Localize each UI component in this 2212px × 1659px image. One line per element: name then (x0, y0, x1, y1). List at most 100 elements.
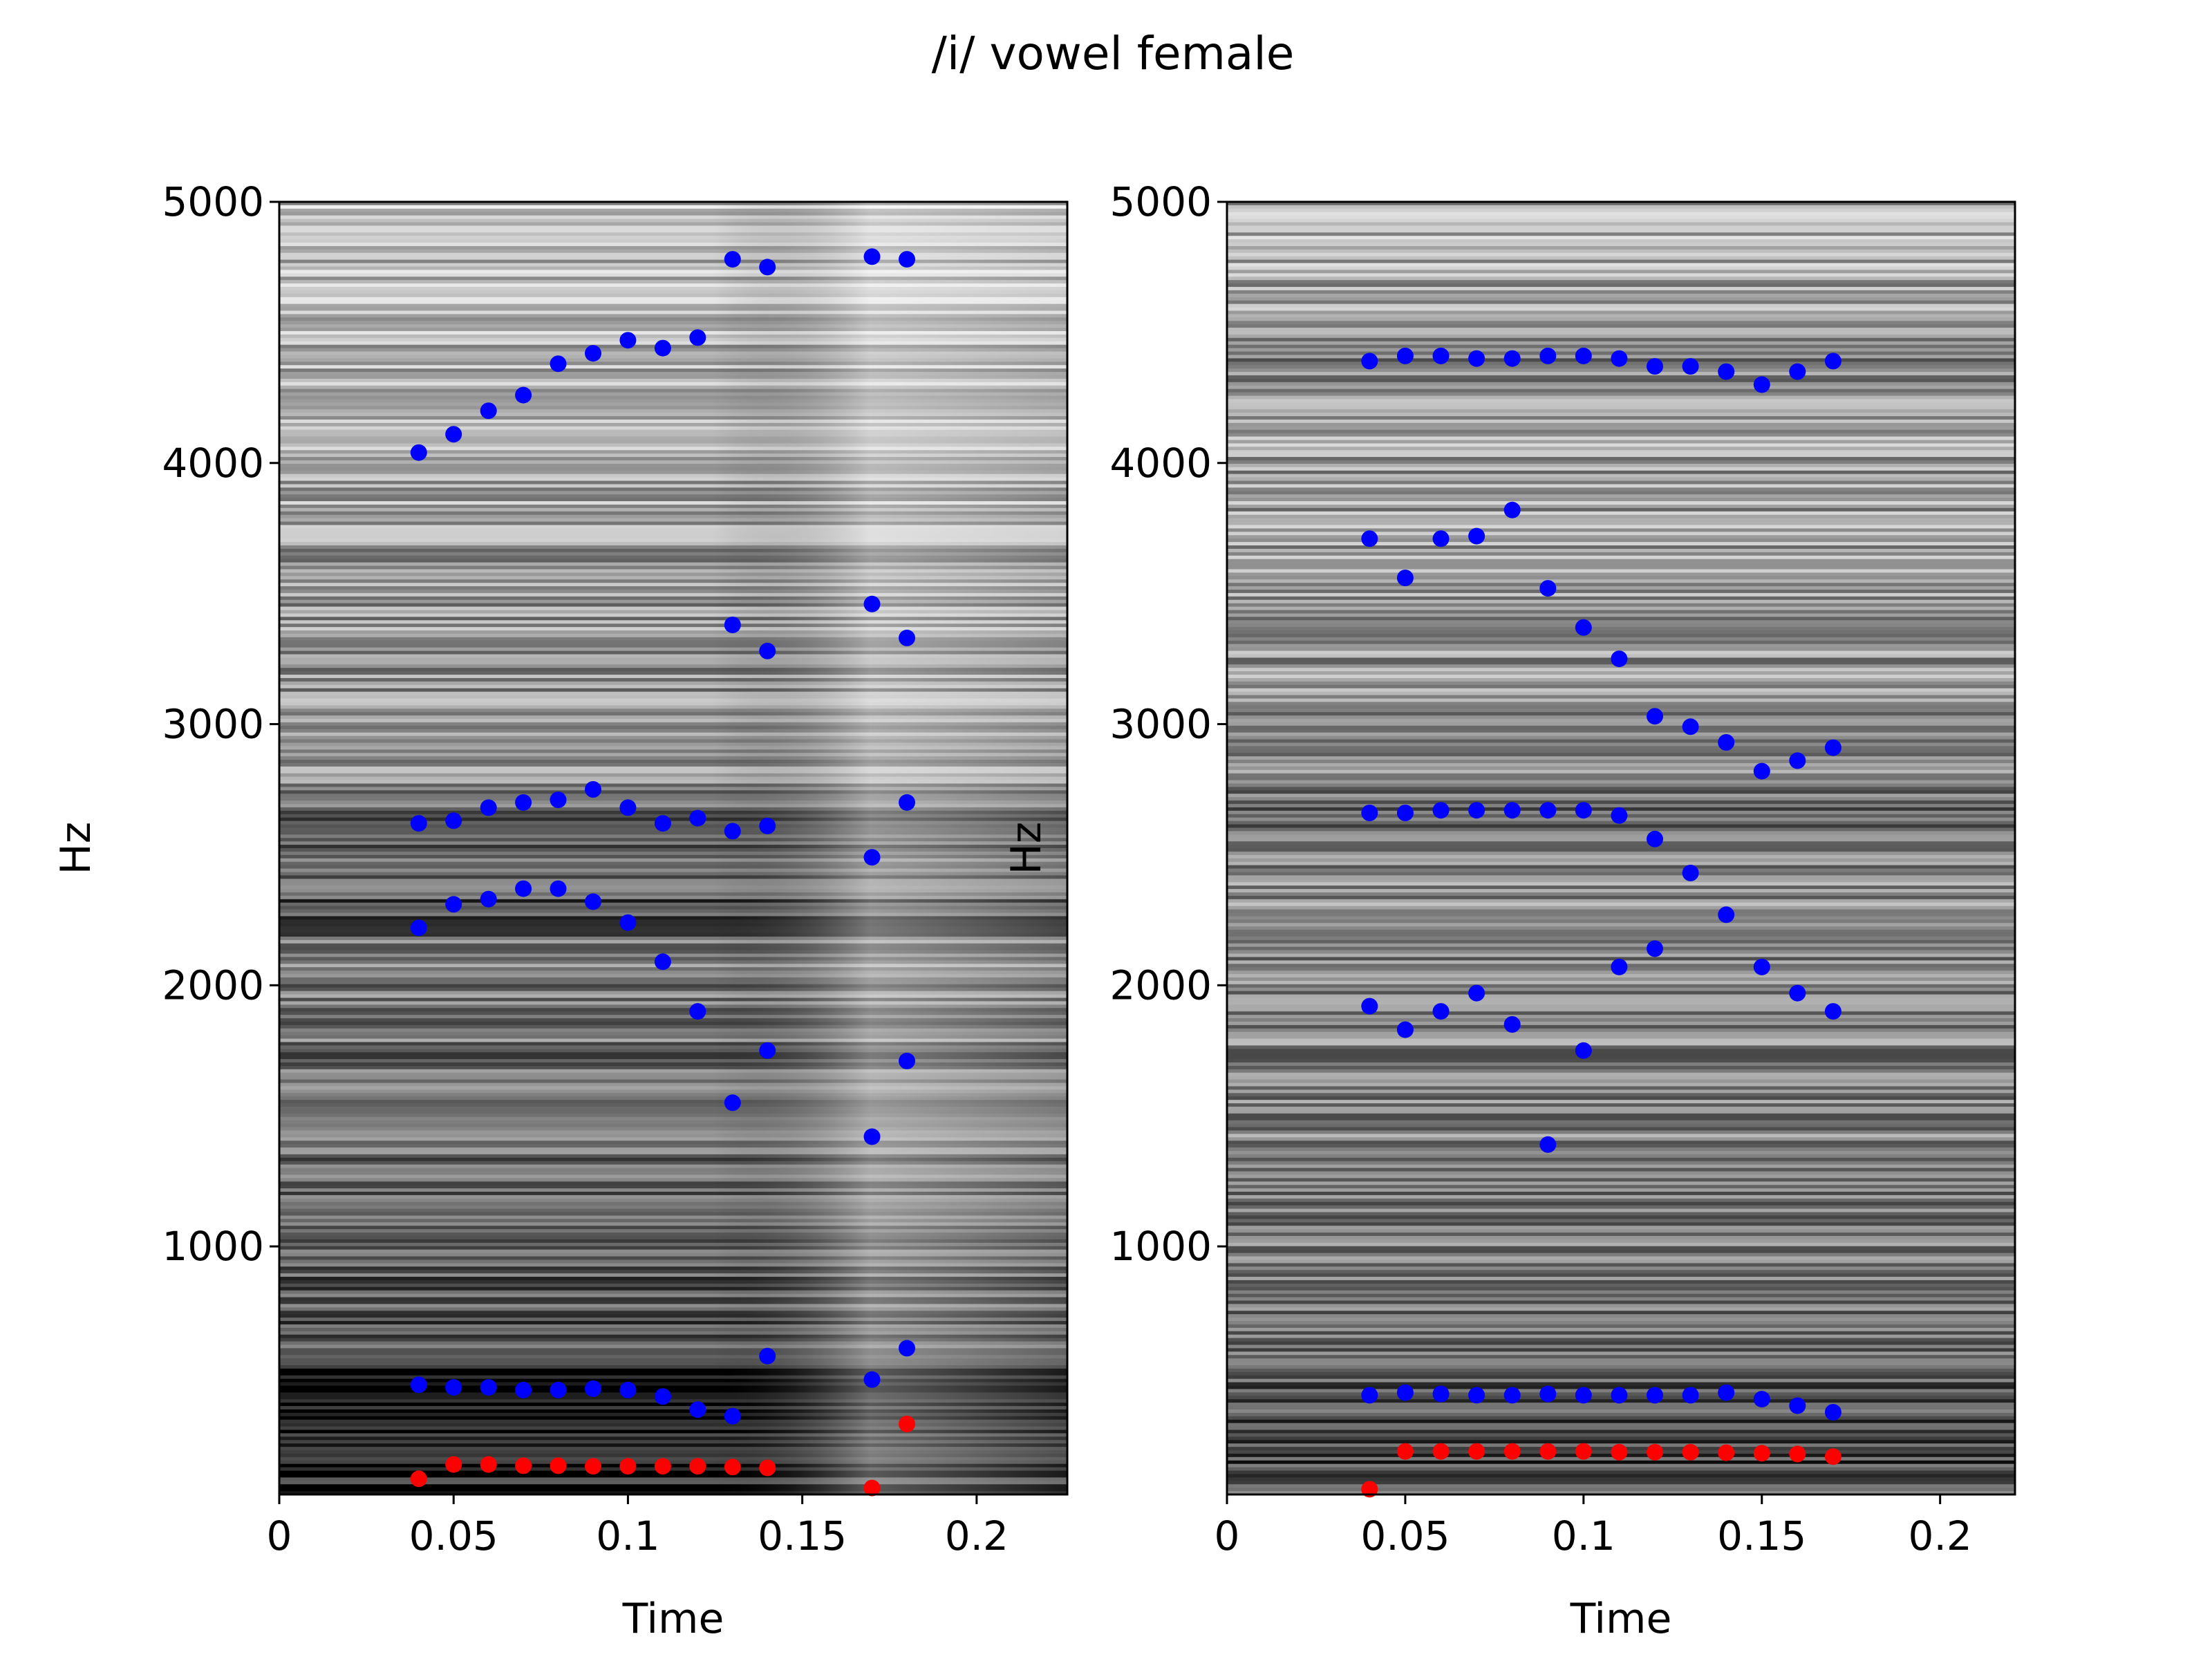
spectrogram-row (1227, 1205, 2015, 1210)
x-axis-label: Time (622, 1595, 724, 1643)
spectrogram-row (1227, 1021, 2015, 1026)
f0-point (759, 1459, 776, 1477)
spectrogram-row (1227, 1314, 2015, 1318)
spectrogram-row (1227, 868, 2015, 873)
y-tick-label: 2000 (162, 962, 264, 1009)
spectrogram-row (1227, 946, 2015, 951)
f0-point (1611, 1443, 1628, 1461)
formant-point (585, 893, 601, 910)
spectrogram-row (1227, 1161, 2015, 1165)
spectrogram-row (1227, 409, 2015, 413)
formant-point (863, 1371, 881, 1388)
x-tick-label: 0.05 (409, 1512, 498, 1559)
spectrogram-row (1227, 933, 2015, 937)
spectrogram-row (1227, 1307, 2015, 1311)
y-tick-label: 2000 (1109, 962, 1212, 1009)
spectrogram-row (1227, 1127, 2015, 1132)
spectrogram-row (1227, 552, 2015, 556)
spectrogram-row (1227, 491, 2015, 495)
spectrogram-row (1227, 620, 2015, 624)
spectrogram-row (1227, 1286, 2015, 1291)
x-axis-label: Time (1570, 1595, 1672, 1643)
spectrogram-row (1227, 1365, 2015, 1369)
spectrogram-row (1227, 1433, 2015, 1437)
spectrogram-row (1227, 236, 2015, 240)
formant-point (899, 1052, 915, 1069)
spectrogram-row (1227, 419, 2015, 424)
formant-point (445, 812, 462, 830)
formant-point (1503, 501, 1521, 518)
spectrogram-row (1227, 239, 2015, 243)
spectrogram-row (1227, 848, 2015, 852)
spectrogram-row (1227, 889, 2015, 893)
y-axis-label: Hz (52, 822, 100, 875)
formant-point (1432, 347, 1450, 364)
spectrogram-row (1227, 1109, 2015, 1114)
formant-point (759, 642, 776, 659)
spectrogram-row (1227, 1324, 2015, 1329)
spectrogram-row (1227, 501, 2015, 505)
spectrogram-row (1227, 613, 2015, 617)
formant-point (619, 914, 637, 931)
formant-point (689, 1003, 706, 1020)
spectrogram-row (1227, 1253, 2015, 1257)
spectrogram-row (1227, 348, 2015, 353)
spectrogram-row (1227, 1116, 2015, 1121)
formant-point (585, 781, 601, 798)
spectrogram-row (1227, 1409, 2015, 1414)
spectrogram-row (1227, 378, 2015, 383)
formant-point (654, 339, 671, 357)
spectrogram-row (1227, 559, 2015, 563)
spectrogram-row (1227, 341, 2015, 346)
x-tick-label: 0.2 (1909, 1512, 1972, 1559)
spectrogram-row (1227, 746, 2015, 750)
formant-point (1789, 363, 1806, 380)
spectrogram-row (1227, 950, 2015, 955)
f0-point (1753, 1445, 1770, 1462)
spectrogram-row (1227, 270, 2015, 274)
formant-point (1539, 1136, 1557, 1153)
formant-point (515, 794, 532, 811)
spectrogram-row (1227, 555, 2015, 560)
y-tick-label: 5000 (162, 178, 264, 225)
spectrogram-row (1227, 909, 2015, 914)
y-tick-label: 5000 (1109, 178, 1212, 225)
spectrogram-row (1227, 1096, 2015, 1100)
spectrogram-row (1227, 861, 2015, 866)
spectrogram-row (1227, 1093, 2015, 1097)
x-tick-label: 0.1 (596, 1512, 659, 1559)
formant-point (863, 595, 881, 612)
spectrogram-row (1227, 1378, 2015, 1383)
formant-point (899, 629, 915, 646)
spectrogram-row (1227, 902, 2015, 907)
spectrogram-row (1227, 222, 2015, 227)
spectrogram-row (1227, 562, 2015, 567)
formant-point (1468, 350, 1485, 367)
formant-point (619, 1381, 637, 1398)
formant-point (1718, 1384, 1735, 1401)
spectrogram-row (1227, 936, 2015, 941)
spectrogram-row (1227, 498, 2015, 502)
spectrogram-row (1227, 1321, 2015, 1325)
spectrogram-row (1227, 702, 2015, 706)
spectrogram-row (1227, 1164, 2015, 1169)
formant-point (1503, 802, 1521, 819)
spectrogram-row (1227, 1004, 2015, 1009)
spectrogram-row (1227, 1371, 2015, 1376)
spectrogram-row (1227, 382, 2015, 386)
spectrogram-row (1227, 987, 2015, 992)
formant-point (480, 402, 497, 420)
spectrogram-row (1227, 1038, 2015, 1043)
f0-point (1396, 1443, 1414, 1460)
f0-point (1575, 1443, 1592, 1460)
f0-point (445, 1456, 462, 1473)
spectrogram-row (1227, 892, 2015, 897)
formant-point (1682, 718, 1699, 735)
formant-point (1575, 347, 1592, 364)
spectrogram-row (1227, 834, 2015, 838)
spectrogram-row (1227, 1297, 2015, 1302)
formant-point (1753, 762, 1770, 780)
f0-point (1468, 1443, 1485, 1460)
spectrogram-row (1227, 525, 2015, 529)
